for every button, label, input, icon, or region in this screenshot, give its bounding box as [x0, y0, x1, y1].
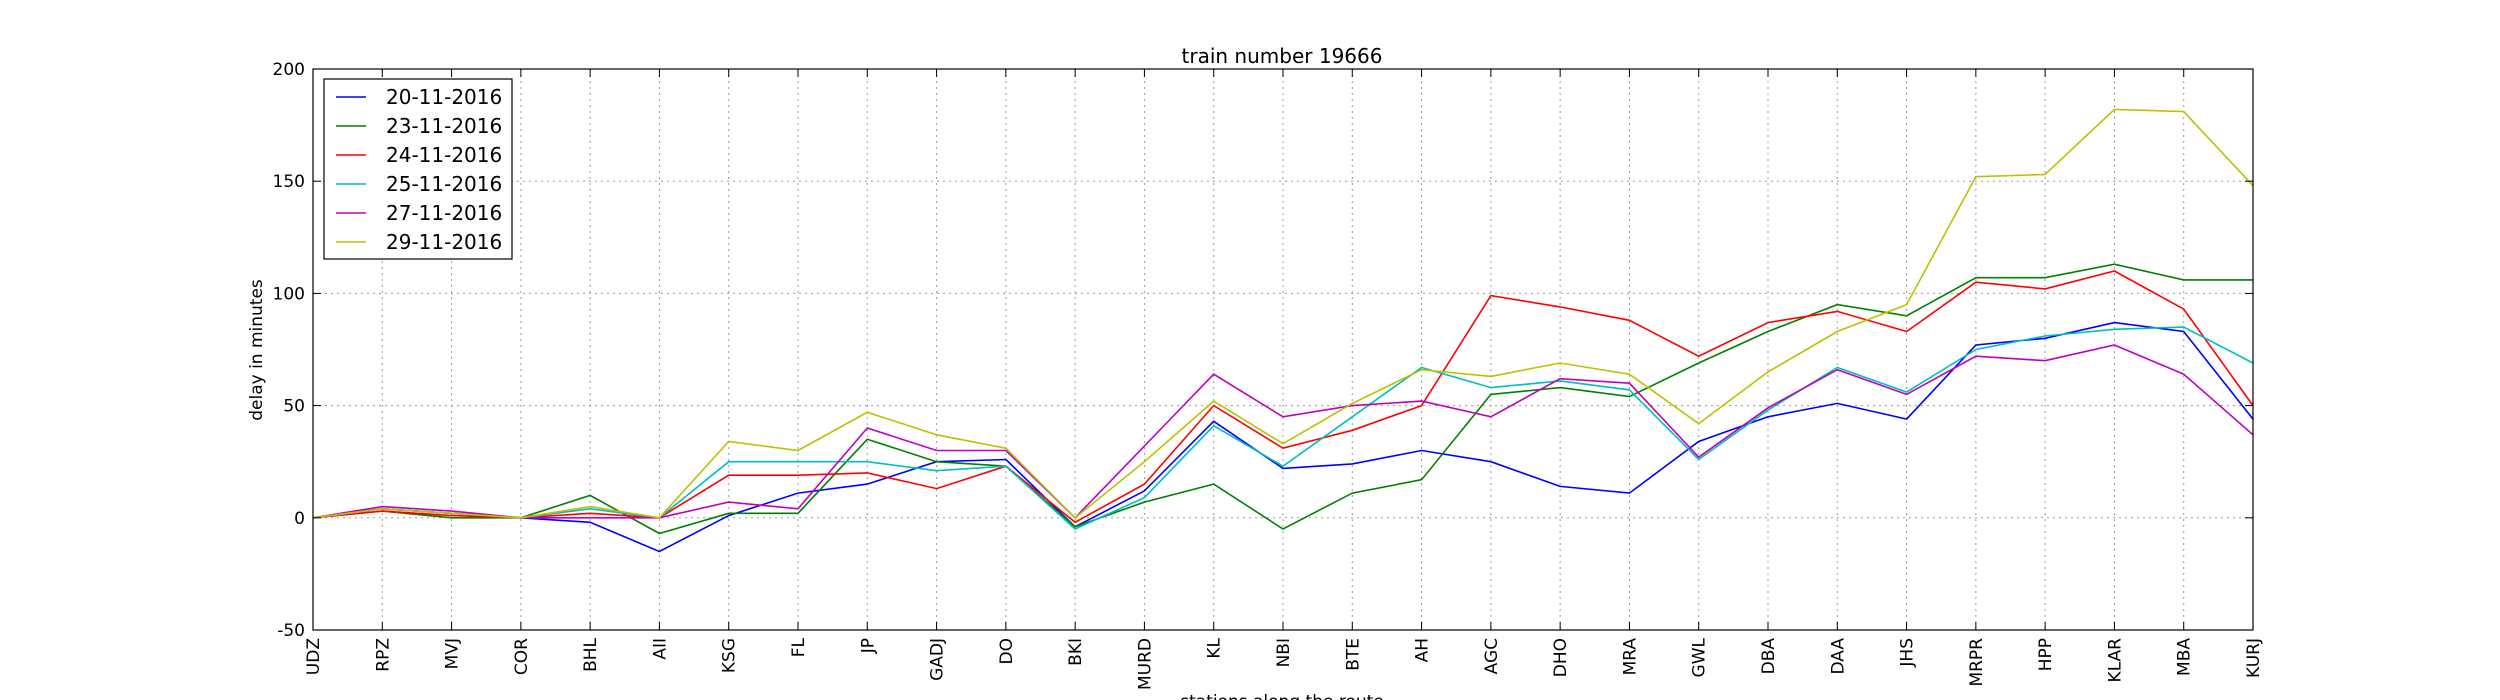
x-tick-label: DHO: [1551, 638, 1571, 677]
y-tick-label: 200: [273, 60, 305, 80]
x-tick-label: GWL: [1690, 637, 1710, 677]
legend: 20-11-2016 23-11-2016 24-11-2016 25-11-2016…: [323, 78, 513, 260]
series-line-29-11-2016: [312, 108, 2254, 519]
y-axis-label: delay in minutes: [247, 279, 267, 421]
x-tick-label: AH: [1413, 638, 1433, 662]
x-tick-label: FL: [789, 637, 809, 657]
x-tick-label: AGC: [1482, 638, 1502, 674]
y-tick-label: 0: [294, 509, 305, 529]
legend-label: 24-11-2016: [386, 143, 502, 167]
x-tick-label: MURD: [1135, 638, 1155, 690]
x-tick-label: DBA: [1759, 638, 1779, 675]
x-tick-label: JHS: [1898, 638, 1918, 668]
series-line-27-11-2016: [312, 344, 2254, 519]
x-tick-label: BTE: [1343, 638, 1363, 671]
x-tick-label: MBA: [2175, 638, 2195, 676]
series-line-24-11-2016: [312, 270, 2254, 524]
legend-label: 25-11-2016: [386, 172, 502, 196]
chart-title: train number 19666: [1182, 44, 1383, 68]
x-tick-label: NBI: [1274, 638, 1294, 667]
x-tick-label: JP: [858, 638, 878, 654]
x-axis-ticks: UDZ RPZ MVJ COR BHL AII KSG FL JP GADJ DO BKI MURD KL…: [304, 69, 2264, 690]
x-tick-label: UDZ: [304, 638, 324, 675]
x-tick-label: MRA: [1620, 638, 1640, 676]
x-tick-label: KSG: [720, 638, 740, 673]
grid-lines: [312, 68, 2254, 631]
x-tick-label: BKI: [1066, 638, 1086, 666]
x-tick-label: HPP: [2036, 638, 2056, 671]
y-tick-label: 100: [273, 284, 305, 304]
x-tick-label: KLAR: [2105, 638, 2125, 683]
y-tick-label: 50: [283, 397, 305, 417]
x-tick-label: DO: [997, 638, 1017, 664]
series-lines: [312, 108, 2254, 553]
x-tick-label: KURJ: [2244, 638, 2264, 678]
series-line-20-11-2016: [312, 321, 2254, 553]
x-tick-label: BHL: [581, 637, 601, 671]
y-tick-label: -50: [277, 621, 305, 641]
x-tick-label: GADJ: [928, 638, 948, 681]
legend-label: 27-11-2016: [386, 201, 502, 225]
legend-label: 29-11-2016: [386, 230, 502, 254]
legend-label: 20-11-2016: [386, 85, 502, 109]
legend-box: [323, 78, 513, 260]
x-tick-label: KL: [1205, 637, 1225, 658]
x-axis-label: stations along the route: [1180, 692, 1384, 700]
x-tick-label: DAA: [1828, 638, 1848, 675]
series-line-23-11-2016: [312, 263, 2253, 535]
x-tick-label: MVJ: [443, 638, 463, 669]
legend-label: 23-11-2016: [386, 114, 502, 138]
x-tick-label: COR: [512, 638, 532, 675]
x-tick-label: RPZ: [373, 638, 393, 672]
y-tick-label: 150: [273, 172, 305, 192]
y-axis-ticks: -50 0 50 100 150 200: [273, 60, 2253, 641]
x-tick-label: MRPR: [1967, 638, 1987, 687]
x-tick-label: AII: [650, 638, 670, 660]
